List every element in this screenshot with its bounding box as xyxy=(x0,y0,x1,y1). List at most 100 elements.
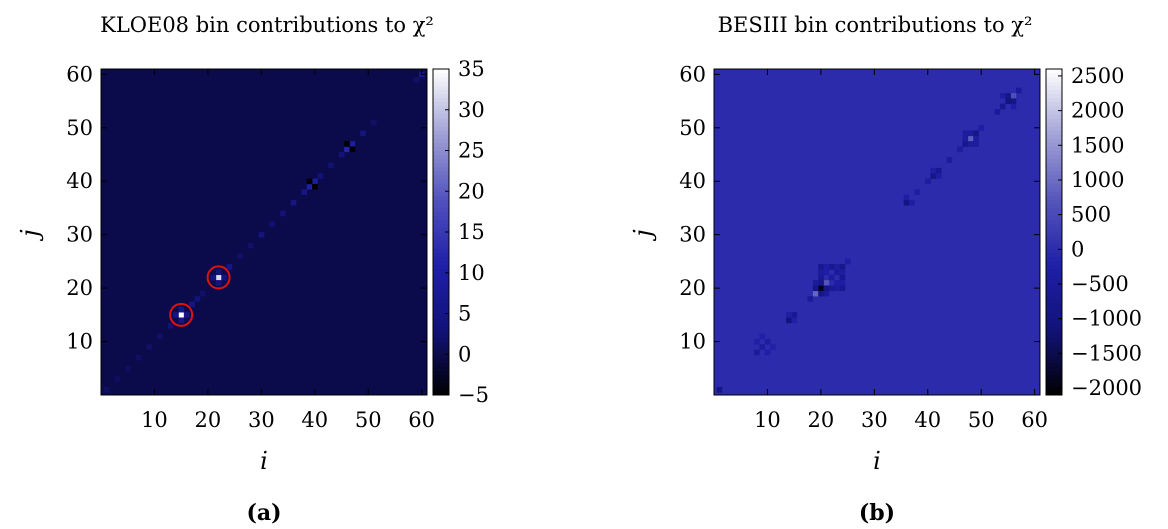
heatmap-cell xyxy=(114,376,120,382)
y-tick-label: 40 xyxy=(66,169,93,193)
heatmap-cell xyxy=(807,296,814,302)
colorbar-swatch xyxy=(1046,280,1062,286)
colorbar-swatch xyxy=(1046,240,1062,245)
x-tick-label: 10 xyxy=(141,408,168,432)
colorbar-swatch xyxy=(1046,85,1062,90)
colorbar-swatch xyxy=(1046,93,1062,99)
colorbar-swatch xyxy=(1046,162,1062,168)
heatmap-cell xyxy=(823,285,830,292)
colorbar-tick-label: 35 xyxy=(458,57,485,81)
heatmap-cell xyxy=(839,280,846,286)
x-tick-label: 60 xyxy=(1021,408,1048,432)
colorbar-swatch xyxy=(433,382,449,388)
y-tick-label: 50 xyxy=(679,116,706,140)
colorbar-swatch xyxy=(1046,73,1062,78)
colorbar-swatch xyxy=(1046,223,1062,229)
heatmap-cell xyxy=(759,344,766,350)
colorbar-swatch xyxy=(433,321,449,327)
colorbar-tick-label: 10 xyxy=(458,261,485,285)
colorbar-swatch xyxy=(433,170,449,176)
colorbar-swatch xyxy=(433,232,449,237)
colorbar-swatch xyxy=(1046,232,1062,237)
heatmap-cell xyxy=(338,151,345,158)
heatmap-cell xyxy=(839,285,846,292)
colorbar-swatch xyxy=(1046,317,1062,323)
colorbar-swatch xyxy=(433,154,449,160)
colorbar-swatch xyxy=(433,117,449,123)
colorbar-swatch xyxy=(1046,329,1062,335)
colorbar-swatch xyxy=(1046,256,1062,262)
heatmap-cell xyxy=(834,264,840,270)
heatmap-cell xyxy=(178,306,185,313)
colorbar-frame xyxy=(1045,68,1063,396)
heatmap-cell xyxy=(370,119,377,126)
heatmap-cell xyxy=(221,274,227,281)
heatmap-cell xyxy=(791,317,798,324)
colorbar-swatch xyxy=(433,325,449,331)
x-tick-label: 40 xyxy=(301,408,328,432)
colorbar-tick-label: 1500 xyxy=(1071,133,1124,157)
colorbar-swatch xyxy=(1046,390,1062,396)
heatmap-cell xyxy=(930,167,937,174)
heatmap-cell xyxy=(839,269,846,276)
heatmap-cell xyxy=(344,146,350,153)
heatmap-cell xyxy=(786,312,792,318)
heatmap-cell xyxy=(930,173,937,179)
colorbar-swatch xyxy=(1046,382,1062,388)
colorbar: 2500 2000 1500 1000 500 0 −500 −1000 −1500 −2000 xyxy=(1045,64,1142,400)
colorbar-swatch xyxy=(1046,150,1062,156)
colorbar-swatch xyxy=(433,350,449,355)
colorbar-tick-label: −1500 xyxy=(1071,341,1142,365)
x-tick-label: 40 xyxy=(914,408,941,432)
y-axis-label: j xyxy=(16,229,44,242)
colorbar-swatch xyxy=(433,293,449,298)
colorbar-swatch xyxy=(1046,321,1062,327)
colorbar-swatch xyxy=(1046,187,1062,192)
colorbar-swatch xyxy=(433,280,449,286)
colorbar-swatch xyxy=(1046,284,1062,290)
heatmap-cell xyxy=(903,199,910,206)
heatmap-cell xyxy=(183,312,190,318)
colorbar-swatch xyxy=(1046,252,1062,257)
heatmap-cell xyxy=(360,130,366,137)
heatmap-cell xyxy=(828,264,835,270)
colorbar-swatch xyxy=(1046,313,1062,319)
colorbar-swatch xyxy=(1046,138,1062,143)
colorbar-tick-label: 500 xyxy=(1071,203,1111,227)
colorbar-swatch xyxy=(1046,170,1062,176)
x-tick-label: 50 xyxy=(355,408,382,432)
y-tick-label: 30 xyxy=(679,223,706,247)
heatmap-cell xyxy=(146,344,153,350)
chart-panel-besiii: BESIII bin contributions to χ² 10 20 30 40 5… xyxy=(629,13,1142,526)
heatmap-cell xyxy=(999,93,1006,99)
colorbar-swatch xyxy=(1046,105,1062,111)
colorbar-swatch xyxy=(433,85,449,90)
x-tick-label: 50 xyxy=(968,408,995,432)
colorbar-swatch xyxy=(1046,211,1062,217)
colorbar-swatch xyxy=(433,158,449,164)
colorbar-swatch xyxy=(1046,113,1062,119)
heatmap-cell xyxy=(125,365,131,372)
x-axis: 10 20 30 40 50 60 xyxy=(754,69,1048,432)
heatmap-cell xyxy=(962,141,969,147)
colorbar-swatch xyxy=(1046,260,1062,266)
colorbar-swatch xyxy=(433,134,449,139)
heatmap-cell xyxy=(247,242,254,249)
colorbar-swatch xyxy=(433,187,449,192)
colorbar-swatch xyxy=(433,252,449,257)
colorbar-swatch xyxy=(1046,81,1062,86)
heatmap-cell xyxy=(173,312,179,318)
heatmap-cell xyxy=(754,349,760,356)
x-axis: 10 20 30 40 50 60 xyxy=(141,69,435,432)
heatmap-cell xyxy=(306,178,313,185)
x-axis-label: i xyxy=(260,447,268,475)
colorbar-swatch xyxy=(1046,366,1062,372)
heatmap-cell xyxy=(978,125,985,131)
heatmap-cell xyxy=(818,269,824,276)
colorbar-swatch xyxy=(1046,297,1062,302)
colorbar-swatch xyxy=(433,183,449,188)
heatmap-cell xyxy=(716,386,723,393)
heatmap-cell xyxy=(925,178,931,185)
heatmap-cell xyxy=(135,354,142,361)
colorbar-swatch xyxy=(1046,293,1062,298)
